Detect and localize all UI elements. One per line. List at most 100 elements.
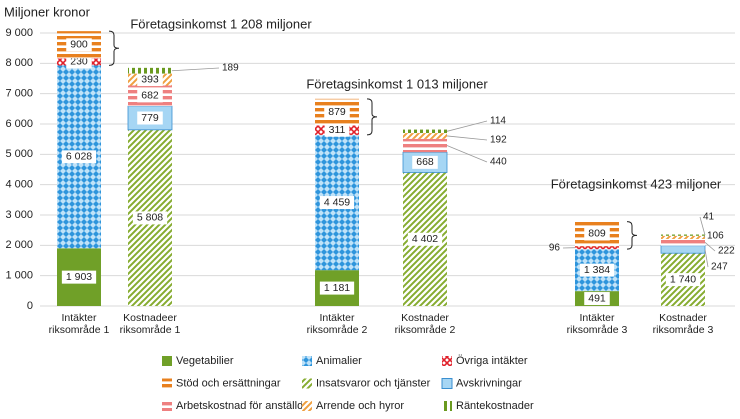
value-label-box bbox=[61, 150, 97, 164]
bar-segment bbox=[661, 238, 705, 246]
bar-segment bbox=[575, 246, 619, 250]
x-tick-label: riksområde 2 bbox=[395, 324, 456, 336]
value-label-box bbox=[61, 270, 97, 284]
x-tick-label: riksområde 2 bbox=[307, 324, 368, 336]
legend-label: Arbetskostnad för anställda bbox=[176, 400, 310, 412]
value-label-box bbox=[66, 55, 92, 69]
value-label-box bbox=[665, 273, 701, 287]
value-label-box bbox=[584, 292, 610, 306]
value-label: 879 bbox=[328, 106, 346, 118]
leader-line bbox=[171, 67, 220, 72]
y-tick-label: 8 000 bbox=[5, 57, 33, 69]
value-label: 4 402 bbox=[412, 233, 438, 245]
value-label: 311 bbox=[329, 124, 346, 136]
legend-swatch bbox=[442, 401, 452, 411]
value-label: 106 bbox=[707, 231, 724, 242]
legend-swatch bbox=[162, 356, 172, 366]
brace bbox=[626, 221, 638, 250]
bar-segment bbox=[661, 234, 705, 236]
value-label: 900 bbox=[70, 39, 88, 51]
y-tick-label: 4 000 bbox=[5, 179, 33, 191]
bar-segment bbox=[128, 67, 172, 74]
y-tick-label: 0 bbox=[27, 300, 33, 312]
x-tick-label: Intäkter bbox=[319, 312, 355, 324]
value-label: 41 bbox=[703, 212, 715, 223]
legend-swatch bbox=[302, 401, 312, 411]
leader-line bbox=[446, 120, 488, 132]
bar-segment bbox=[403, 138, 447, 153]
value-label-box bbox=[324, 105, 350, 119]
x-tick-label: Intäkter bbox=[579, 312, 615, 324]
y-tick-label: 1 000 bbox=[5, 270, 33, 282]
legend-swatch bbox=[162, 401, 172, 411]
legend-label: Animalier bbox=[316, 355, 362, 367]
value-label-box bbox=[132, 211, 168, 225]
value-label: 96 bbox=[549, 243, 561, 254]
value-label: 809 bbox=[588, 228, 606, 240]
legend-swatch bbox=[441, 378, 453, 389]
brace bbox=[366, 98, 378, 136]
legend-swatch bbox=[442, 356, 452, 366]
value-label: 491 bbox=[588, 292, 606, 304]
legend-swatch bbox=[162, 378, 172, 389]
legend-label: Räntekostnader bbox=[456, 400, 534, 412]
y-tick-label: 6 000 bbox=[5, 118, 33, 130]
value-label: 4 459 bbox=[324, 196, 350, 208]
bar-segment bbox=[403, 133, 447, 139]
x-tick-label: riksområde 1 bbox=[120, 324, 181, 336]
value-label: 1 384 bbox=[584, 264, 610, 276]
value-label-box bbox=[137, 111, 163, 125]
leader-line bbox=[446, 145, 488, 163]
value-label: 1 740 bbox=[670, 273, 696, 285]
bar-segment bbox=[660, 245, 706, 254]
leader-line bbox=[699, 216, 706, 236]
legend-swatch bbox=[302, 356, 312, 366]
value-label: 779 bbox=[141, 112, 159, 124]
value-label-box bbox=[137, 73, 163, 87]
value-label: 222 bbox=[718, 246, 735, 257]
annotation: Företagsinkomst 423 miljoner bbox=[551, 176, 722, 191]
y-tick-label: 5 000 bbox=[5, 148, 33, 160]
x-tick-label: riksområde 3 bbox=[567, 324, 628, 336]
annotation: Företagsinkomst 1 013 miljoner bbox=[306, 76, 488, 91]
legend-label: Stöd och ersättningar bbox=[176, 377, 281, 389]
brace bbox=[108, 30, 120, 66]
value-label: 682 bbox=[141, 90, 159, 102]
leader-line bbox=[704, 249, 709, 268]
x-tick-label: Kostnadeer bbox=[123, 312, 177, 324]
value-label: 6 028 bbox=[66, 151, 92, 163]
value-label: 189 bbox=[222, 63, 239, 74]
leader-line bbox=[704, 242, 716, 252]
value-label-box bbox=[412, 155, 438, 169]
value-label-box bbox=[407, 232, 443, 246]
legend-label: Övriga intäkter bbox=[456, 355, 528, 367]
annotation: Företagsinkomst 1 208 miljoner bbox=[130, 16, 312, 31]
value-label: 230 bbox=[70, 56, 88, 68]
leader-line bbox=[703, 235, 706, 238]
value-label-box bbox=[137, 89, 163, 103]
y-tick-label: 7 000 bbox=[5, 88, 33, 100]
y-axis-label: Miljoner kronor bbox=[4, 4, 91, 19]
y-tick-label: 9 000 bbox=[5, 27, 33, 39]
value-label: 247 bbox=[711, 262, 728, 273]
x-tick-label: Kostnader bbox=[659, 312, 707, 324]
bar-segment bbox=[661, 235, 705, 239]
value-label: 1 181 bbox=[324, 282, 350, 294]
x-tick-label: Intäkter bbox=[61, 312, 97, 324]
value-label-box bbox=[324, 123, 350, 137]
value-label-box bbox=[584, 227, 610, 241]
legend-swatch bbox=[302, 378, 312, 389]
value-label-box bbox=[319, 281, 355, 295]
x-tick-label: riksområde 1 bbox=[49, 324, 110, 336]
leader-line bbox=[446, 135, 488, 141]
value-label: 1 903 bbox=[66, 271, 92, 283]
value-label: 5 808 bbox=[137, 212, 163, 224]
legend-label: Vegetabilier bbox=[176, 355, 234, 367]
x-tick-label: Kostnader bbox=[401, 312, 449, 324]
legend-label: Arrende och hyror bbox=[316, 400, 404, 412]
value-label-box bbox=[579, 263, 615, 277]
value-label-box bbox=[66, 38, 92, 52]
bar-segment bbox=[403, 129, 447, 134]
value-label: 192 bbox=[490, 135, 507, 146]
